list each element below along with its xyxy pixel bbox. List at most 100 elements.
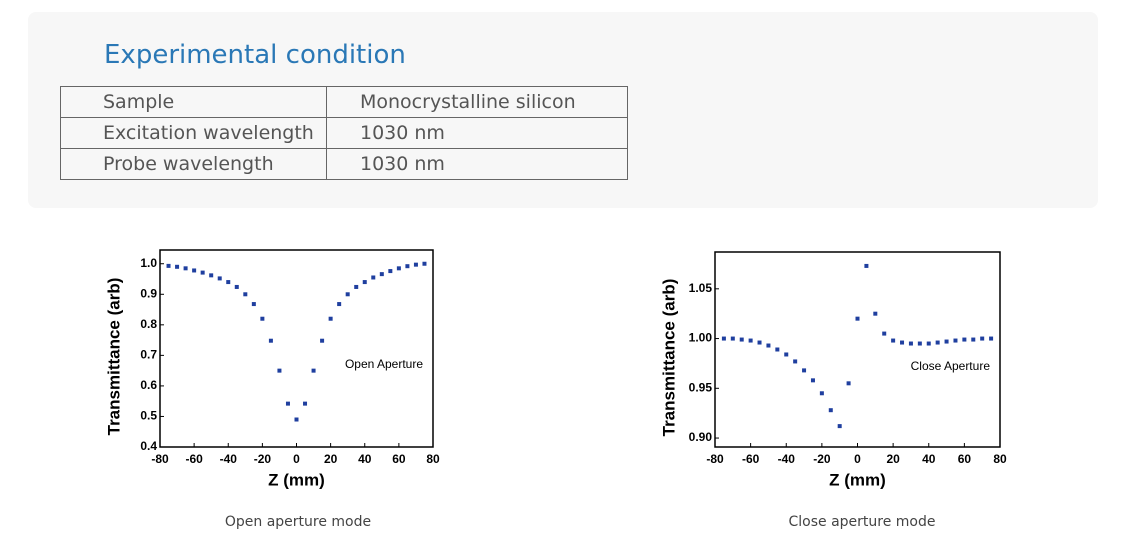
- x-tick-label: -60: [742, 452, 760, 466]
- data-point: [721, 336, 726, 341]
- data-point: [260, 316, 265, 321]
- table-cell: Monocrystalline silicon: [326, 86, 628, 118]
- x-axis-label: Z (mm): [829, 470, 886, 489]
- data-point: [226, 280, 231, 285]
- y-tick-label: 1.05: [689, 281, 713, 295]
- data-point: [362, 280, 367, 285]
- data-point: [354, 284, 359, 289]
- x-tick-label: -80: [151, 452, 169, 466]
- data-point: [303, 401, 308, 406]
- data-point: [971, 337, 976, 342]
- y-tick-label: 0.9: [140, 286, 157, 300]
- data-point: [935, 340, 940, 345]
- data-point: [944, 339, 949, 344]
- data-point: [793, 359, 798, 364]
- condition-table: Sample Monocrystalline silicon Excitation …: [60, 86, 628, 180]
- data-point: [183, 266, 188, 271]
- plot-frame: [159, 249, 434, 448]
- y-tick-label: 0.90: [689, 430, 713, 444]
- data-point: [311, 368, 316, 373]
- data-point: [192, 268, 197, 273]
- data-point: [730, 336, 735, 341]
- data-point: [757, 340, 762, 345]
- x-tick-label: -20: [254, 452, 272, 466]
- table-cell: 1030 nm: [326, 117, 628, 149]
- x-tick-label: 20: [324, 452, 338, 466]
- data-point: [873, 311, 878, 316]
- data-point: [217, 276, 222, 281]
- data-point: [882, 331, 887, 336]
- data-point: [345, 292, 350, 297]
- data-point: [209, 273, 214, 278]
- y-tick-label: 1.0: [140, 256, 157, 270]
- x-tick-label: 20: [886, 452, 900, 466]
- y-tick-label: 0.4: [140, 439, 157, 453]
- data-point: [388, 269, 393, 274]
- x-tick-label: 40: [922, 452, 936, 466]
- x-tick-label: -20: [813, 452, 831, 466]
- data-point: [396, 266, 401, 271]
- x-tick-label: -40: [778, 452, 796, 466]
- data-point: [320, 338, 325, 343]
- x-tick-label: 80: [426, 452, 440, 466]
- data-point: [166, 263, 171, 268]
- data-point: [980, 336, 985, 341]
- data-point: [739, 337, 744, 342]
- data-point: [900, 340, 905, 345]
- y-tick-label: 0.5: [140, 409, 157, 423]
- annotation: Open Aperture: [345, 357, 423, 371]
- data-point: [810, 378, 815, 383]
- data-point: [285, 401, 290, 406]
- data-point: [775, 347, 780, 352]
- data-point: [337, 302, 342, 307]
- data-point: [953, 338, 958, 343]
- x-tick-label: -60: [185, 452, 203, 466]
- table-cell: Probe wavelength: [60, 148, 327, 180]
- x-tick-label: 80: [993, 452, 1007, 466]
- data-point: [917, 341, 922, 346]
- x-tick-label: -40: [220, 452, 238, 466]
- data-point: [268, 338, 273, 343]
- y-axis-label: Transmittance (arb): [659, 279, 678, 437]
- figure-caption: Open aperture mode: [224, 514, 372, 530]
- data-point: [766, 343, 771, 348]
- data-point: [251, 302, 256, 307]
- data-point: [819, 391, 824, 396]
- x-tick-label: 0: [293, 452, 300, 466]
- data-point: [200, 270, 205, 275]
- data-point: [379, 272, 384, 277]
- section-title: Experimental condition: [104, 40, 406, 70]
- data-point: [855, 316, 860, 321]
- table-cell: Sample: [60, 86, 327, 118]
- data-point: [277, 368, 282, 373]
- y-tick-label: 0.8: [140, 317, 157, 331]
- table-row: Probe wavelength 1030 nm: [60, 148, 628, 180]
- data-point: [802, 368, 807, 373]
- table-row: Sample Monocrystalline silicon: [60, 86, 628, 118]
- y-tick-label: 0.7: [140, 348, 157, 362]
- x-tick-label: -80: [706, 452, 724, 466]
- data-point: [748, 338, 753, 343]
- y-tick-label: 0.95: [689, 380, 713, 394]
- data-point: [908, 341, 913, 346]
- x-tick-label: 60: [392, 452, 406, 466]
- y-tick-label: 1.00: [689, 331, 713, 345]
- data-point: [234, 284, 239, 289]
- x-tick-label: 40: [358, 452, 372, 466]
- data-point: [328, 316, 333, 321]
- data-point: [837, 424, 842, 429]
- data-point: [371, 275, 376, 280]
- charts: -80 -60 -40 -20 0 20 40 60 80 0.4 0.5 0.6 0.7 0.8 0.9 1…: [104, 249, 1007, 489]
- data-point: [828, 408, 833, 413]
- data-point: [891, 338, 896, 343]
- plot-frame: [714, 251, 1001, 448]
- data-point: [926, 341, 931, 346]
- data-point: [243, 292, 248, 297]
- x-tick-label: 60: [958, 452, 972, 466]
- data-point: [864, 263, 869, 268]
- data-point: [846, 381, 851, 386]
- table-row: Excitation wavelength 1030 nm: [60, 117, 628, 149]
- data-point: [989, 336, 994, 341]
- data-point: [413, 262, 418, 267]
